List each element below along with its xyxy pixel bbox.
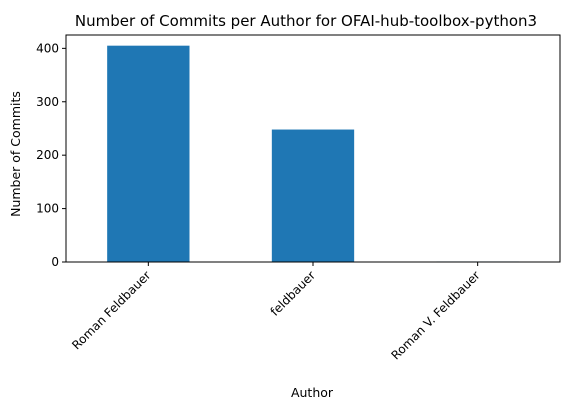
y-tick-label-0: 0 (51, 255, 59, 269)
x-axis: Roman Feldbauer feldbauer Roman V. Feldbau… (69, 262, 483, 363)
y-tick-label-4: 400 (36, 41, 59, 55)
y-axis: 0 100 200 300 400 (36, 41, 66, 269)
bar-0 (107, 45, 190, 263)
y-tick-label-2: 200 (36, 148, 59, 162)
y-tick-label-3: 300 (36, 95, 59, 109)
y-axis-label: Number of Commits (8, 91, 23, 217)
x-axis-label: Author (291, 385, 334, 400)
y-tick-label-1: 100 (36, 202, 59, 216)
x-tick-label-0: Roman Feldbauer (69, 268, 153, 352)
bar-1 (271, 129, 355, 262)
chart-title: Number of Commits per Author for OFAI-hu… (75, 12, 537, 30)
x-tick-label-2: Roman V. Feldbauer (388, 268, 482, 362)
plot-area (65, 34, 561, 263)
x-tick-label-1: feldbauer (268, 268, 319, 319)
